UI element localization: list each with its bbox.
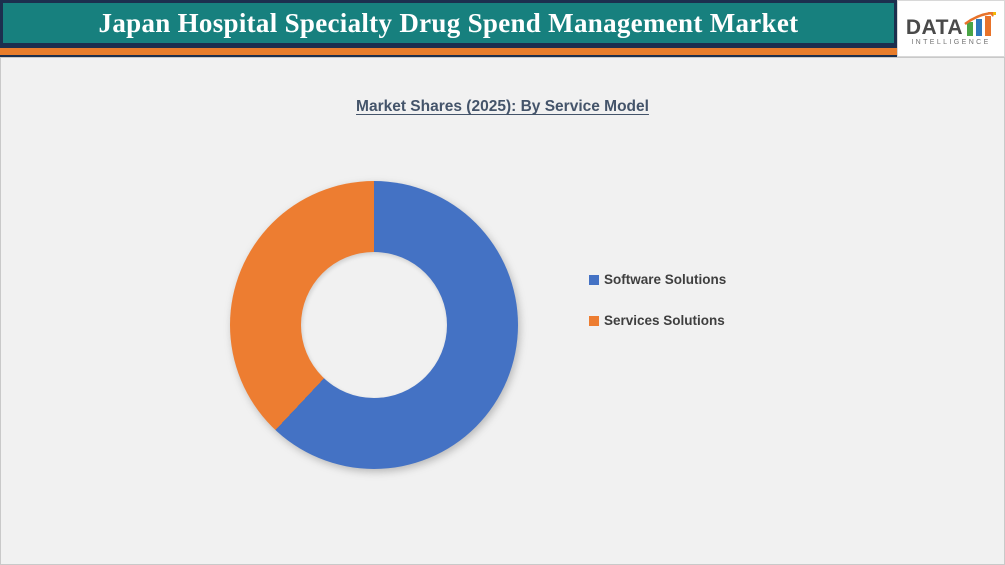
header-stripe <box>0 46 897 57</box>
legend-item-services-solutions: Services Solutions <box>589 313 726 328</box>
legend-label: Services Solutions <box>604 313 725 328</box>
logo: DATA INTELLIGENCE <box>897 0 1005 57</box>
chart-area: Market Shares (2025): By Service Model S… <box>0 57 1005 565</box>
donut-hole <box>301 252 447 398</box>
header-banner: Japan Hospital Specialty Drug Spend Mana… <box>0 0 897 46</box>
logo-subtext: INTELLIGENCE <box>911 38 991 46</box>
chart-title: Market Shares (2025): By Service Model <box>356 98 649 115</box>
legend-swatch <box>589 315 599 326</box>
bar-chart-logo-icon <box>964 11 997 36</box>
chart-legend: Software Solutions Services Solutions <box>589 272 726 328</box>
legend-label: Software Solutions <box>604 272 727 287</box>
logo-row: DATA <box>905 11 997 39</box>
legend-swatch <box>589 274 599 285</box>
page-title: Japan Hospital Specialty Drug Spend Mana… <box>98 7 799 38</box>
logo-brand-text: DATA <box>905 15 964 39</box>
legend-item-software-solutions: Software Solutions <box>589 272 726 287</box>
